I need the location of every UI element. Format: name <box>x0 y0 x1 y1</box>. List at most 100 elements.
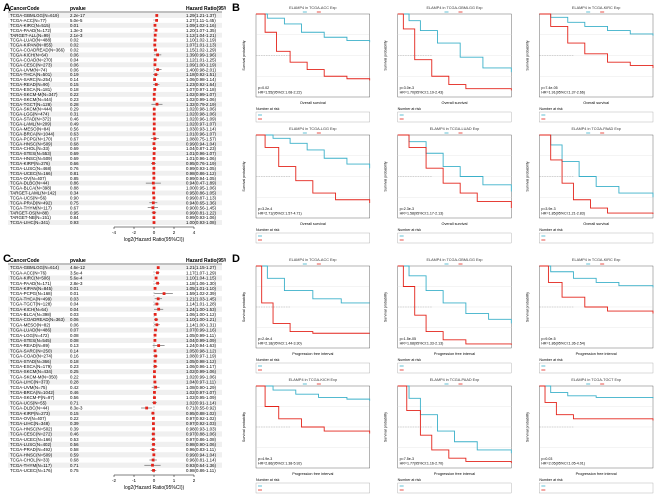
hr-point <box>162 292 166 295</box>
hr-point <box>153 38 157 42</box>
hr-point <box>152 422 155 425</box>
km-curve-high <box>397 134 512 209</box>
hr-point <box>153 23 157 27</box>
risk-table-frame <box>539 111 654 123</box>
hr-point <box>154 328 157 332</box>
p-value: 0.39 <box>70 426 79 431</box>
cancer-code: TCGA-SKCM(N=444) <box>10 107 53 112</box>
hr-point <box>152 417 155 420</box>
hazard-ratio: 0.95(0.76-1.19) <box>186 161 217 166</box>
km-ylabel: Survival probability <box>525 412 529 442</box>
hr-point <box>152 176 156 180</box>
row-band <box>8 101 222 107</box>
cancer-code: TCGA-KICH(N=64) <box>10 53 48 58</box>
km-ylabel: Survival probability <box>525 40 529 70</box>
row-band <box>8 265 222 271</box>
km-title: ELAMP4 in TCGA-PAAD Exp <box>430 378 479 382</box>
hazard-ratio: 1.14(1.00-1.31) <box>186 322 217 327</box>
row-band <box>8 13 222 18</box>
hazard-ratio: 1.02(0.99-1.06) <box>186 97 217 102</box>
km-ylabel: Survival probability <box>242 292 246 322</box>
km-xlabel: Overall survival <box>583 222 609 226</box>
cancer-code: TCGA-PRAD(N=492) <box>10 447 52 452</box>
km-title: ELAMP4 in TCGA-KICH Exp <box>289 378 337 382</box>
cancer-code: TCGA-KIRC(N=506) <box>10 276 51 281</box>
cancer-code: TCGA-UCEC(N=166) <box>10 437 53 442</box>
hazard-ratio: 1.32(0.79-2.19) <box>186 102 217 107</box>
x-tick-label: 2 <box>193 478 196 483</box>
risk-table-frame <box>539 482 654 494</box>
cancer-code: TCGA-TGCT(N=128) <box>10 302 52 307</box>
hazard-ratio: 1.05(0.98-1.12) <box>186 359 217 364</box>
km-xlabel: Progression free interval <box>292 472 333 476</box>
cancer-code: TCGA-KIRP(N=273) <box>10 411 50 416</box>
row-band <box>8 180 222 186</box>
p-value: 0.08 <box>70 333 79 338</box>
hazard-ratio: 1.05(0.99-1.11) <box>186 333 216 338</box>
km-xlabel: Progression free interval <box>434 352 475 356</box>
forest-header: pvalue <box>70 258 86 264</box>
p-value: 0.76 <box>70 166 79 171</box>
cancer-code: TCGA-READ(N=90) <box>10 82 50 87</box>
hazard-ratio: 1.02(0.98-1.06) <box>186 112 217 117</box>
km-curve-high <box>256 265 370 334</box>
hazard-ratio: 1.02(0.96-1.09) <box>186 117 217 122</box>
p-value: 0.23 <box>70 97 79 102</box>
km-plot: ELAMP4 in TCGA-ACC Exp p=2.4e-4HR=2.18(95… <box>242 258 370 374</box>
km-plot: ELAMP4 in TCGA-LUAD Exp p=2.3e-3HR=1.58(9… <box>384 127 512 244</box>
km-xlabel: Overall survival <box>583 101 609 105</box>
cancer-code: TCGA-SKCM-M(N=347) <box>10 92 58 97</box>
hazard-ratio: 0.98(0.90-1.06) <box>186 442 217 447</box>
hr-point <box>156 281 159 285</box>
km-plot: ELAMP4 in TCGA-PAAD Exp p=7.5e-3HR=1.77(9… <box>384 378 512 494</box>
x-axis-title: log2(Hazard Ratio(95%CI)) <box>124 485 185 491</box>
row-band <box>8 317 222 323</box>
row-band <box>8 210 222 216</box>
row-band <box>8 170 222 176</box>
risk-table-title: Number at risk <box>256 478 280 482</box>
hazard-ratio: 0.99(0.94-1.04) <box>186 141 217 146</box>
km-stats: HR=1.86(95%CI:1.36-2.54) <box>541 342 585 346</box>
hr-point <box>152 469 155 472</box>
cancer-code: TCGA-SKCM-M(N=350) <box>10 374 58 379</box>
forest-plot-pfi: CancerCode pvalue Hazard Ratio(95%CI) TCGA-… <box>4 256 235 496</box>
cancer-code: TCGA-LAML(N=209) <box>10 122 52 127</box>
cancer-code: TCGA-STES(N=553) <box>10 151 52 156</box>
km-stats: p=0.03 <box>541 457 552 461</box>
p-value: 0.93 <box>70 220 79 225</box>
p-value: 0.03 <box>70 296 79 301</box>
p-value: 0.66 <box>70 161 79 166</box>
cancer-code: TCGA-UCS(N=55) <box>10 400 47 405</box>
hr-point <box>145 406 149 410</box>
cancer-code: TCGA-READ(N=89) <box>10 343 50 348</box>
hazard-ratio: 1.59(1.02-2.39) <box>186 291 217 296</box>
hazard-ratio: 1.07(0.97-1.18) <box>186 87 217 92</box>
km-stats: p=3.9e-3 <box>541 207 555 211</box>
hazard-ratio: 1.39(0.99-1.96) <box>186 53 217 58</box>
cancer-code: TCGA-BRCA(N=1044) <box>10 131 55 136</box>
p-value: 0.08 <box>70 338 79 343</box>
row-band <box>8 285 222 291</box>
cancer-code: TCGA-THYM(N=117) <box>10 205 52 210</box>
risk-table-frame <box>255 111 370 123</box>
hr-point <box>155 14 159 17</box>
cancer-code: TARGET-LAML(N=142) <box>10 191 57 196</box>
risk-table-title: Number at risk <box>256 228 280 232</box>
p-value: 0.84 <box>70 215 79 220</box>
hr-point <box>156 266 160 269</box>
hazard-ratio: 1.09(1.02-1.16) <box>186 23 217 28</box>
km-curve-low <box>397 13 512 73</box>
hazard-ratio: 1.00(0.95-1.06) <box>186 186 217 191</box>
row-band <box>8 82 222 87</box>
km-title: ELAMP4 in TCGA-KIRC Exp <box>572 6 620 10</box>
hr-point <box>156 68 160 72</box>
x-tick-label: 0 <box>153 230 156 235</box>
hr-point <box>151 448 155 451</box>
km-xlabel: Overall survival <box>300 101 326 105</box>
p-value: 0.02 <box>70 43 79 48</box>
hazard-ratio: 1.06(0.98-1.14) <box>186 77 217 82</box>
cancer-code: TCGA-PAAD(N=171) <box>10 281 52 286</box>
hr-point <box>153 313 157 316</box>
hazard-ratio: 1.07(0.99-1.16) <box>186 328 217 333</box>
hr-point <box>151 181 155 185</box>
